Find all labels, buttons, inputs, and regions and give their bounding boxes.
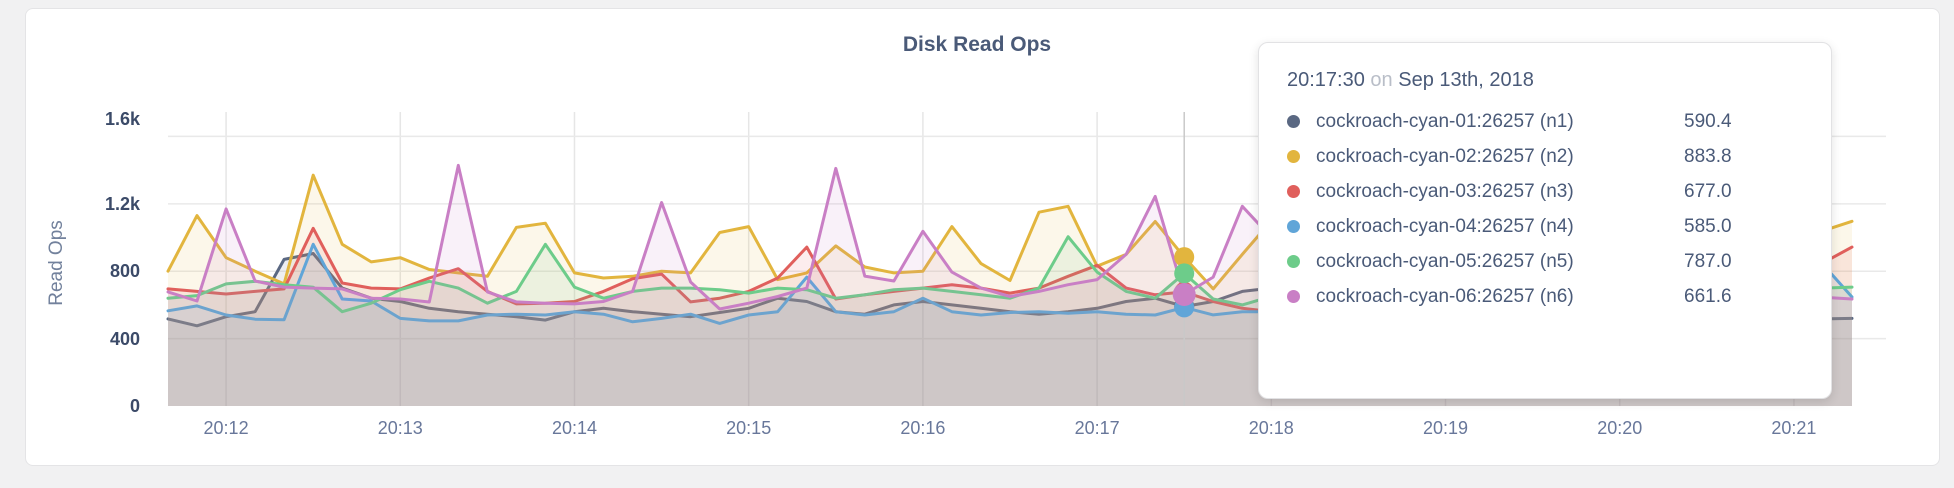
x-tick-label: 20:18 xyxy=(1248,418,1294,438)
tooltip-series-label: cockroach-cyan-03:26257 (n3) xyxy=(1316,180,1574,202)
x-tick-label: 20:17 xyxy=(1074,418,1120,438)
tooltip-row: cockroach-cyan-02:26257 (n2) 883.8 xyxy=(1287,139,1803,174)
x-tick-label: 20:12 xyxy=(203,418,249,438)
hover-point-n2 xyxy=(1174,247,1195,268)
tooltip-row: cockroach-cyan-05:26257 (n5) 787.0 xyxy=(1287,244,1803,279)
x-tick-label: 20:19 xyxy=(1422,418,1469,438)
tooltip-date: Sep 13th, 2018 xyxy=(1398,69,1534,91)
tooltip-series-value: 661.6 xyxy=(1684,285,1732,307)
x-tick-label: 20:15 xyxy=(726,418,772,438)
tooltip-series-value: 590.4 xyxy=(1684,110,1732,132)
y-tick-label: 1.2k xyxy=(104,193,140,214)
series-color-dot xyxy=(1287,220,1300,233)
y-tick-label: 1.6k xyxy=(104,109,140,130)
series-color-dot xyxy=(1287,115,1300,128)
tooltip-series-label: cockroach-cyan-04:26257 (n4) xyxy=(1316,215,1574,237)
x-tick-label: 20:21 xyxy=(1771,418,1817,438)
chart-title: Disk Read Ops xyxy=(902,33,1052,56)
y-axis-title: Read Ops xyxy=(46,220,67,306)
tooltip-series-label: cockroach-cyan-05:26257 (n5) xyxy=(1316,250,1574,272)
y-tick-label: 0 xyxy=(129,396,140,416)
tooltip-series-label: cockroach-cyan-01:26257 (n1) xyxy=(1316,110,1574,132)
series-color-dot xyxy=(1287,255,1300,268)
tooltip-title: 20:17:30 on Sep 13th, 2018 xyxy=(1287,69,1803,92)
tooltip-series-value: 883.8 xyxy=(1684,145,1732,167)
tooltip-series-label: cockroach-cyan-06:26257 (n6) xyxy=(1316,285,1574,307)
tooltip-series-value: 585.0 xyxy=(1684,215,1732,237)
y-tick-label: 800 xyxy=(109,261,140,282)
tooltip-rows: cockroach-cyan-01:26257 (n1) 590.4 cockroa… xyxy=(1287,104,1803,314)
tooltip-row: cockroach-cyan-03:26257 (n3) 677.0 xyxy=(1287,174,1803,209)
tooltip-series-label: cockroach-cyan-02:26257 (n2) xyxy=(1316,145,1574,167)
series-color-dot xyxy=(1287,290,1300,303)
x-tick-label: 20:16 xyxy=(900,418,946,438)
tooltip-row: cockroach-cyan-06:26257 (n6) 661.6 xyxy=(1287,279,1803,314)
series-color-dot xyxy=(1287,150,1300,163)
x-tick-label: 20:13 xyxy=(377,418,423,438)
hover-point-n6 xyxy=(1172,283,1196,306)
y-tick-label: 400 xyxy=(109,328,140,349)
tooltip-series-value: 787.0 xyxy=(1684,250,1732,272)
x-tick-label: 20:20 xyxy=(1597,418,1643,438)
hover-tooltip: 20:17:30 on Sep 13th, 2018 cockroach-cya… xyxy=(1258,42,1832,399)
x-tick-label: 20:14 xyxy=(551,418,597,438)
tooltip-row: cockroach-cyan-01:26257 (n1) 590.4 xyxy=(1287,104,1803,139)
tooltip-series-value: 677.0 xyxy=(1684,180,1732,202)
tooltip-conjunction: on xyxy=(1370,69,1393,91)
tooltip-row: cockroach-cyan-04:26257 (n4) 585.0 xyxy=(1287,209,1803,244)
series-color-dot xyxy=(1287,185,1300,198)
hover-point-n5 xyxy=(1174,263,1195,284)
tooltip-time: 20:17:30 xyxy=(1287,69,1365,91)
